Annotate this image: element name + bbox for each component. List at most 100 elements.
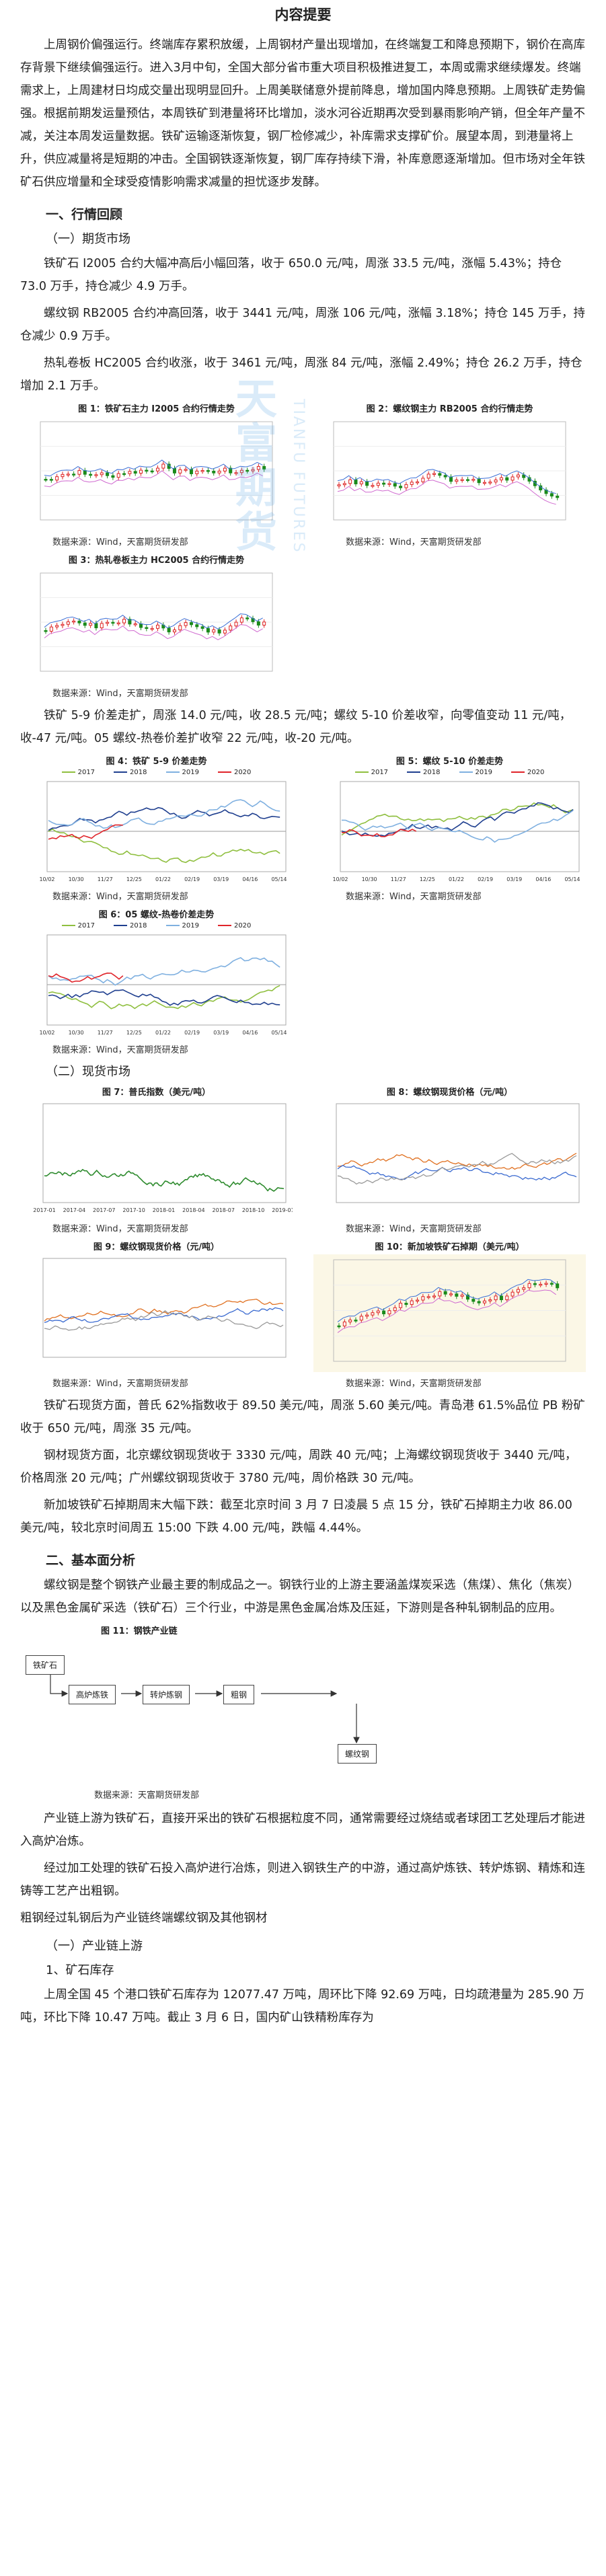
candle-body (106, 621, 110, 624)
x-tick-label: 2017-01 (33, 1207, 55, 1213)
chart-caption: 图 3：热轧卷板主力 HC2005 合约行情走势 (68, 556, 245, 566)
chart-source: 数据来源：Wind，天富期货研发部 (52, 537, 188, 547)
candle-body (61, 623, 65, 626)
chart-row-6: 图 9：螺纹钢现货价格（元/吨） 数据来源：Wind，天富期货研发部 图 10：… (20, 1240, 586, 1389)
candle-body (404, 1303, 408, 1305)
candle-body (533, 1283, 537, 1285)
candle-body (488, 1299, 492, 1301)
candle-body (206, 628, 210, 633)
candle-body (510, 1291, 515, 1297)
candle-body (44, 630, 48, 632)
candle-body (44, 479, 48, 481)
candle-body (133, 623, 137, 626)
candle-body (55, 476, 59, 481)
candle-body (449, 1293, 453, 1295)
x-tick-label: 03/19 (506, 876, 522, 882)
candle-body (72, 620, 76, 623)
x-tick-label: 11/27 (391, 876, 406, 882)
candle-body (465, 1294, 469, 1300)
x-tick-label: 02/19 (184, 876, 200, 882)
chart-caption: 图 6：05 螺纹-热卷价差走势 (98, 910, 215, 920)
candle-body (494, 480, 498, 483)
spread-line-chart: 10/02 10/30 11/27 12/25 01/22 02/19 03/19 04/16… (20, 931, 293, 1038)
candle-body (494, 1295, 498, 1301)
candle-body (488, 482, 492, 484)
x-tick-label: 12/25 (126, 876, 142, 882)
candle-body (234, 472, 238, 474)
legend-2017: 2017 (62, 769, 95, 776)
series-line (48, 957, 280, 986)
x-tick-label: 04/16 (242, 876, 258, 882)
candle-body (145, 469, 149, 472)
chart-fig9: 图 9：螺纹钢现货价格（元/吨） 数据来源：Wind，天富期货研发部 (20, 1240, 293, 1389)
x-tick-label: 04/16 (535, 876, 551, 882)
legend-2019: 2019 (166, 769, 199, 776)
candle-body (83, 470, 87, 475)
chart-fig10: 图 10：新加坡铁矿石掉期（美元/吨） 数据来源：Wind，天富期货研发部 (313, 1240, 586, 1389)
chart-source: 数据来源：Wind，天富期货研发部 (52, 689, 188, 699)
legend-2020: 2020 (218, 922, 251, 930)
legend-2018: 2018 (114, 922, 147, 930)
candle-body (354, 479, 358, 485)
candle-body (382, 482, 386, 485)
x-tick-label: 01/22 (155, 1030, 171, 1036)
candle-body (342, 1321, 346, 1326)
node-blast-furnace: 高炉炼铁 (69, 1685, 116, 1704)
candle-body (471, 1299, 476, 1302)
x-tick-label: 10/02 (39, 1030, 54, 1036)
candle-body (359, 481, 363, 485)
candle-body (156, 624, 159, 629)
candle-body (426, 1296, 430, 1298)
plot-frame (340, 781, 580, 872)
candle-body (505, 477, 509, 481)
candlestick-chart (313, 416, 586, 531)
x-tick-label: 03/19 (213, 876, 229, 882)
candle-body (482, 1300, 486, 1303)
ma-line (337, 480, 556, 505)
candle-body (212, 471, 216, 473)
candle-body (516, 1289, 520, 1293)
section-fundamentals: 二、基本面分析 (46, 1553, 136, 1568)
candle-body (354, 1320, 358, 1322)
candle-body (100, 623, 104, 629)
chart-fig2: 图 2：螺纹钢主力 RB2005 合约行情走势 数据来源：Wind，天富期货研发… (313, 402, 586, 547)
series-line (341, 810, 574, 843)
chart-fig8: 图 8：螺纹钢现货价格（元/吨） 数据来源：Wind，天富期货研发部 (313, 1085, 586, 1234)
candle-body (399, 1303, 403, 1308)
x-tick-label: 10/30 (69, 876, 84, 882)
candle-body (455, 1293, 459, 1297)
x-tick-label: 05/14 (271, 1030, 287, 1036)
candle-body (262, 621, 266, 626)
candlestick-chart (20, 416, 293, 531)
chart-caption: 图 10：新加坡铁矿石掉期（美元/吨） (375, 1242, 525, 1252)
x-tick-label: 01/22 (155, 876, 171, 882)
candle-body (133, 471, 137, 474)
candle-body (348, 1320, 352, 1322)
candle-body (89, 473, 93, 476)
ore-inventory-paragraph: 上周全国 45 个港口铁矿石库存为 12077.47 万吨，周环比下降 92.6… (20, 1988, 585, 2024)
candle-body (94, 474, 98, 476)
candle-body (195, 470, 199, 474)
candle-body (212, 629, 216, 633)
price-line (337, 1153, 577, 1185)
candle-body (421, 1296, 425, 1301)
chart-caption: 图 5：螺纹 5-10 价差走势 (395, 757, 504, 767)
subsection-spot: （二）现货市场 (46, 1065, 130, 1079)
candle-body (393, 483, 397, 487)
candle-body (189, 622, 193, 626)
candle-body (471, 479, 476, 481)
candle-body (342, 483, 346, 486)
chart-source: 数据来源：Wind，天富期货研发部 (346, 537, 482, 547)
candle-body (77, 620, 81, 623)
candle-body (376, 482, 380, 486)
plot-frame (42, 1258, 287, 1358)
x-tick-label: 2017-04 (63, 1207, 85, 1213)
candle-body (77, 470, 81, 475)
plot-frame (42, 1103, 287, 1203)
price-line (44, 1298, 284, 1322)
candle-body (438, 473, 442, 476)
candle-body (245, 617, 250, 619)
chart-fig1: 图 1：铁矿石主力 I2005 合约行情走势 数据来源：Wind，天富期货研发部 (20, 402, 293, 547)
candle-body (139, 469, 143, 474)
candle-body (544, 1283, 548, 1285)
